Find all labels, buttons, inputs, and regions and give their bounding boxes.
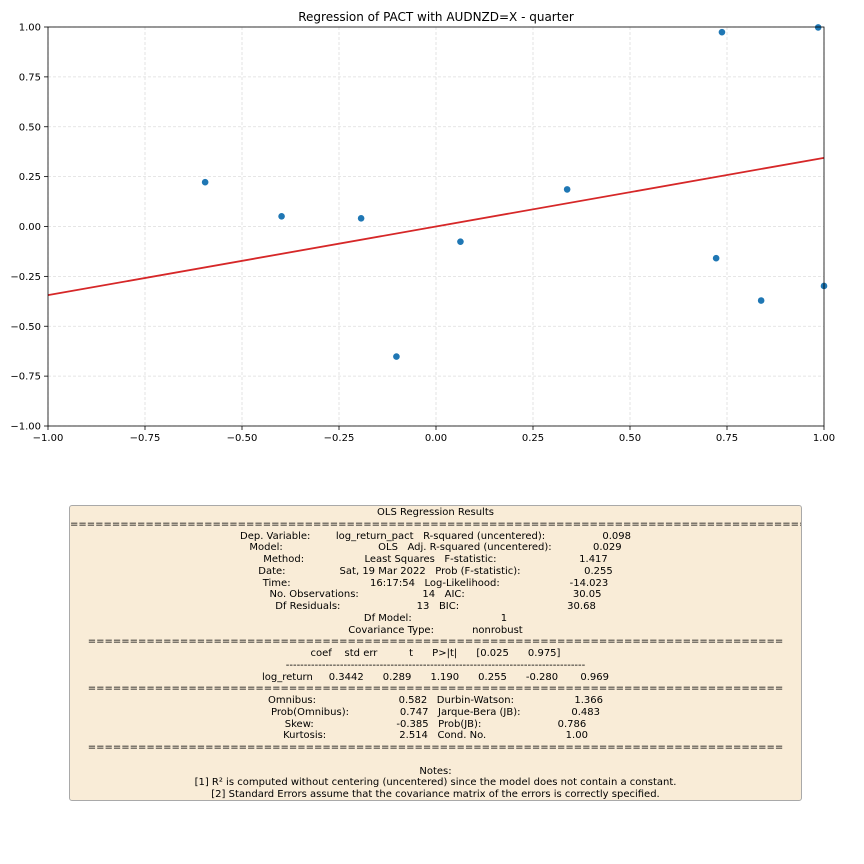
summary-line: [1] R² is computed without centering (un… [194,777,677,789]
y-tick-label: −0.50 [10,322,41,333]
data-point [278,213,285,220]
summary-line: Method: Least Squares F-statistic: 1.417 [263,554,608,565]
data-point [712,254,720,262]
summary-line: ========================================… [87,683,784,695]
summary-line: Date: Sat, 19 Mar 2022 Prob (F-statistic… [258,565,613,577]
x-tick-label: −1.00 [33,433,64,444]
summary-line: ========================================… [87,742,784,753]
data-point [357,215,365,222]
regression-line [47,156,825,297]
summary-line [70,754,801,766]
x-tick-label: 0.75 [716,433,738,444]
ols-summary-box: OLS Regression Results ==================… [69,505,802,801]
y-tick-label: 1.00 [19,23,41,34]
summary-line: Kurtosis: 2.514 Cond. No. 1.00 [283,730,588,742]
summary-line: Time: 16:17:54 Log-Likelihood: -14.023 [262,577,609,589]
x-tick-label: 1.00 [813,433,835,444]
x-tick-label: −0.75 [130,433,161,444]
summary-line: No. Observations: 14 AIC: 30.05 [269,589,602,601]
data-point [718,28,726,36]
summary-line: Model: OLS Adj. R-squared (uncentered): … [249,542,622,554]
summary-line: Skew: -0.385 Prob(JB): 0.786 [284,718,587,730]
data-point [457,238,464,245]
data-point [393,353,400,360]
y-tick-label: 0.00 [19,222,41,233]
summary-line: [2] Standard Errors assume that the cova… [211,789,660,800]
y-tick-label: −0.75 [10,372,41,383]
data-point [563,186,571,193]
summary-line: log_return 0.3442 0.289 1.190 0.255 -0.2… [262,671,609,683]
x-tick-label: 0.25 [522,433,544,444]
data-point [201,178,209,186]
summary-line: ----------------------------------------… [285,659,586,671]
summary-line: coef std err t P>|t| [0.025 0.975] [310,648,561,659]
y-tick-label: −0.25 [10,272,41,283]
y-axis-ticks: 1.00 0.75 0.50 0.25 0.00 −0.25 −0.50 −0.75 −1.00 [10,23,48,433]
x-tick-label: −0.50 [227,433,258,444]
summary-line: Prob(Omnibus): 0.747 Jarque-Bera (JB): 0… [270,706,601,718]
x-axis-ticks: −1.00 −0.75 −0.50 −0.25 0.00 0.25 0.50 0.75 1.00 [33,426,835,444]
y-tick-label: 0.50 [19,122,41,133]
x-tick-label: −0.25 [324,433,355,444]
y-tick-label: 0.25 [19,172,41,183]
y-tick-label: −1.00 [10,422,41,433]
summary-line: Covariance Type: nonrobust [348,624,523,636]
data-point [757,297,765,304]
summary-line: Omnibus: 0.582 Durbin-Watson: 1.366 [268,695,603,706]
x-tick-label: 0.00 [425,433,447,444]
y-tick-label: 0.75 [19,72,41,83]
x-tick-label: 0.50 [619,433,641,444]
summary-line: Df Model: 1 [363,612,508,624]
summary-line: Df Residuals: 13 BIC: 30.68 [275,601,596,612]
summary-line: ========================================… [70,518,802,530]
regression-chart: Regression of PACT with AUDNZD=X - quart… [10,10,835,444]
chart-title: Regression of PACT with AUDNZD=X - quart… [298,10,574,24]
summary-line: OLS Regression Results [377,507,494,518]
scatter-points [201,24,828,360]
summary-line: ========================================… [87,636,784,648]
summary-line: Notes: [419,765,452,777]
summary-line: Dep. Variable: log_return_pact R-squared… [240,530,631,542]
regression-line-group [47,156,825,297]
